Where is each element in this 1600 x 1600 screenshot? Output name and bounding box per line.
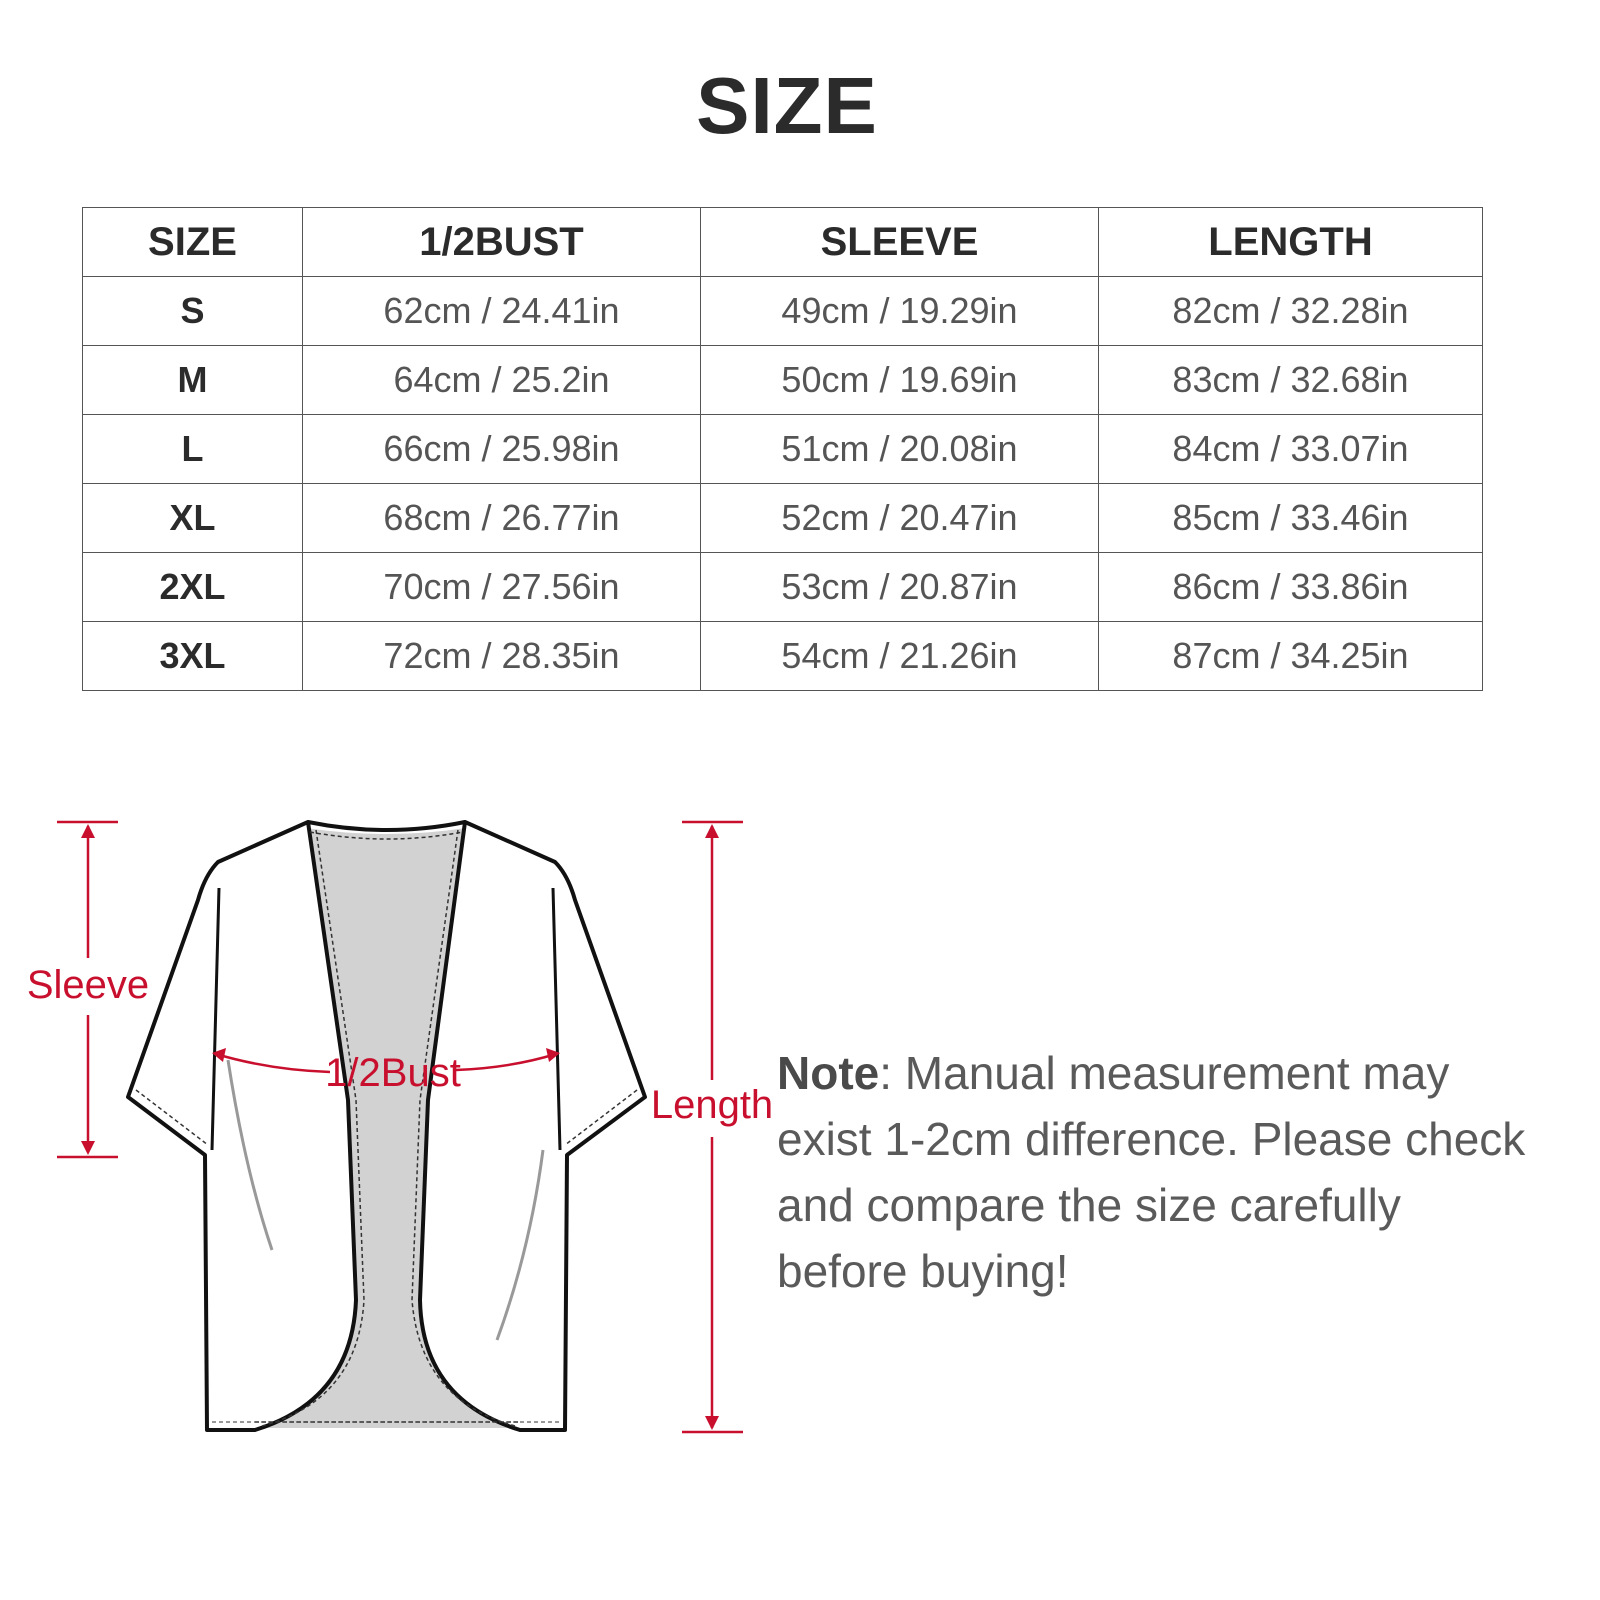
- stitching: [135, 829, 638, 1427]
- size-cell: S: [82, 276, 303, 346]
- sleeve-cell: 54cm / 21.26in: [700, 621, 1099, 691]
- length-cell: 85cm / 33.46in: [1098, 483, 1483, 553]
- bust-cell: 72cm / 28.35in: [302, 621, 701, 691]
- arrow-up-icon: [81, 824, 95, 838]
- sleeve-cell: 51cm / 20.08in: [700, 414, 1099, 484]
- sleeve-label: Sleeve: [27, 963, 149, 1007]
- arrow-down-icon: [81, 1141, 95, 1155]
- table-row: XL 68cm / 26.77in 52cm / 20.47in 85cm / 33.…: [82, 483, 1483, 553]
- arrow-right-icon: [546, 1048, 560, 1062]
- note-text: Note: Manual measurement may exist 1-2cm…: [777, 1040, 1537, 1304]
- note-label: Note: [777, 1047, 880, 1099]
- sleeve-cell: 53cm / 20.87in: [700, 552, 1099, 622]
- neckline: [307, 820, 466, 832]
- garment-inner-lining: [255, 828, 525, 1428]
- sleeve-cell: 49cm / 19.29in: [700, 276, 1099, 346]
- size-table: SIZE 1/2BUST SLEEVE LENGTH S 62cm / 24.41…: [82, 207, 1483, 691]
- header-size: SIZE: [82, 207, 303, 277]
- table-row: 2XL 70cm / 27.56in 53cm / 20.87in 86cm / 33…: [82, 552, 1483, 622]
- sleeve-cell: 52cm / 20.47in: [700, 483, 1099, 553]
- header-sleeve: SLEEVE: [700, 207, 1099, 277]
- page-title: SIZE: [696, 61, 878, 150]
- sleeve-seams: [210, 887, 562, 1151]
- table-row: M 64cm / 25.2in 50cm / 19.69in 83cm / 32.68…: [82, 345, 1483, 415]
- fabric-folds: [226, 1059, 545, 1341]
- header-length: LENGTH: [1098, 207, 1483, 277]
- length-label: Length: [651, 1083, 773, 1127]
- size-cell: 2XL: [82, 552, 303, 622]
- length-cell: 87cm / 34.25in: [1098, 621, 1483, 691]
- bust-cell: 64cm / 25.2in: [302, 345, 701, 415]
- length-cell: 86cm / 33.86in: [1098, 552, 1483, 622]
- garment-right-panel: [418, 820, 647, 1432]
- size-cell: 3XL: [82, 621, 303, 691]
- arrow-down-icon: [705, 1416, 719, 1430]
- measurement-marks: [57, 820, 743, 1434]
- length-cell: 83cm / 32.68in: [1098, 345, 1483, 415]
- arrow-left-icon: [212, 1048, 226, 1062]
- sleeve-cell: 50cm / 19.69in: [700, 345, 1099, 415]
- garment-left-panel: [126, 820, 358, 1432]
- size-cell: M: [82, 345, 303, 415]
- bust-cell: 68cm / 26.77in: [302, 483, 701, 553]
- table-row: S 62cm / 24.41in 49cm / 19.29in 82cm / 32.2…: [82, 276, 1483, 346]
- bust-cell: 66cm / 25.98in: [302, 414, 701, 484]
- arrow-up-icon: [705, 824, 719, 838]
- table-row: L 66cm / 25.98in 51cm / 20.08in 84cm / 33.0…: [82, 414, 1483, 484]
- bust-cell: 70cm / 27.56in: [302, 552, 701, 622]
- table-row: 3XL 72cm / 28.35in 54cm / 21.26in 87cm / 34…: [82, 621, 1483, 691]
- length-cell: 84cm / 33.07in: [1098, 414, 1483, 484]
- length-cell: 82cm / 32.28in: [1098, 276, 1483, 346]
- bust-label: 1/2Bust: [325, 1051, 461, 1095]
- bust-cell: 62cm / 24.41in: [302, 276, 701, 346]
- note-body: : Manual measurement may exist 1-2cm dif…: [777, 1047, 1526, 1297]
